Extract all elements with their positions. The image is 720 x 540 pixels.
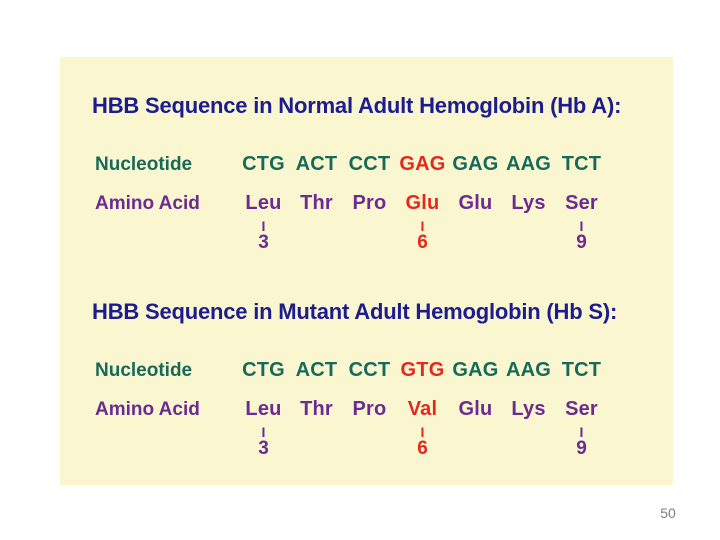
amino-acid-4-highlighted: Glu — [405, 192, 440, 214]
marker-number: 9 — [576, 438, 587, 459]
amino-acid-2: Thr — [300, 398, 333, 420]
marker-line: I — [420, 218, 425, 234]
amino-acid-2: Thr — [300, 192, 333, 214]
marker-line: I — [261, 424, 266, 440]
amino-acid-4-highlighted: Val — [407, 398, 438, 420]
marker-line: I — [420, 424, 425, 440]
nucleotide-label: Nucleotide — [95, 360, 193, 381]
position-marker-6-highlighted: I 6 — [396, 219, 449, 252]
amino-acid-1: Leu — [245, 398, 282, 420]
marker-number: 9 — [576, 232, 587, 253]
amino-acid-label: Amino Acid — [95, 193, 200, 214]
amino-acid-7: Ser — [565, 192, 598, 214]
codon-4-highlighted: GAG — [399, 153, 446, 175]
codon-5: GAG — [452, 359, 499, 381]
marker-number: 6 — [417, 232, 428, 253]
codon-7: TCT — [561, 153, 602, 175]
position-marker-6-highlighted: I 6 — [396, 425, 449, 458]
mutant-hemoglobin-section: HBB Sequence in Mutant Adult Hemoglobin … — [60, 299, 673, 463]
amino-acid-label: Amino Acid — [95, 399, 200, 420]
marker-number: 3 — [258, 438, 269, 459]
amino-acid-3: Pro — [352, 192, 387, 214]
codon-6: AAG — [505, 359, 552, 381]
codon-2: ACT — [295, 359, 338, 381]
normal-hemoglobin-section: HBB Sequence in Normal Adult Hemoglobin … — [60, 93, 673, 257]
position-marker-row-mutant: I 3 I 6 I 9 — [60, 425, 673, 463]
amino-acid-row-normal: Amino Acid Leu Thr Pro Glu Glu Lys Ser — [60, 191, 673, 216]
position-marker-9: I 9 — [555, 425, 608, 458]
codon-3: CCT — [348, 359, 391, 381]
nucleotide-row-normal: Nucleotide CTG ACT CCT GAG GAG AAG TCT — [60, 152, 673, 177]
marker-number: 3 — [258, 232, 269, 253]
section-title-mutant: HBB Sequence in Mutant Adult Hemoglobin … — [92, 299, 618, 324]
codon-4-highlighted: GTG — [400, 359, 445, 381]
nucleotide-row-mutant: Nucleotide CTG ACT CCT GTG GAG AAG TCT — [60, 358, 673, 383]
amino-acid-row-mutant: Amino Acid Leu Thr Pro Val Glu Lys Ser — [60, 397, 673, 422]
position-marker-9: I 9 — [555, 219, 608, 252]
position-marker-row-normal: I 3 I 6 I 9 — [60, 219, 673, 257]
codon-6: AAG — [505, 153, 552, 175]
amino-acid-7: Ser — [565, 398, 598, 420]
marker-line: I — [579, 218, 584, 234]
amino-acid-3: Pro — [352, 398, 387, 420]
codon-7: TCT — [561, 359, 602, 381]
marker-line: I — [579, 424, 584, 440]
marker-line: I — [261, 218, 266, 234]
nucleotide-label: Nucleotide — [95, 154, 193, 175]
position-marker-3: I 3 — [237, 219, 290, 252]
amino-acid-6: Lys — [511, 192, 546, 214]
marker-number: 6 — [417, 438, 428, 459]
codon-1: CTG — [242, 153, 285, 175]
codon-1: CTG — [242, 359, 285, 381]
slide: HBB Sequence in Normal Adult Hemoglobin … — [60, 57, 673, 485]
amino-acid-6: Lys — [511, 398, 546, 420]
codon-3: CCT — [348, 153, 391, 175]
codon-5: GAG — [452, 153, 499, 175]
amino-acid-5: Glu — [458, 398, 493, 420]
amino-acid-1: Leu — [245, 192, 282, 214]
amino-acid-5: Glu — [458, 192, 493, 214]
codon-2: ACT — [295, 153, 338, 175]
page-number: 50 — [660, 505, 676, 521]
section-title-normal: HBB Sequence in Normal Adult Hemoglobin … — [92, 93, 622, 118]
position-marker-3: I 3 — [237, 425, 290, 458]
